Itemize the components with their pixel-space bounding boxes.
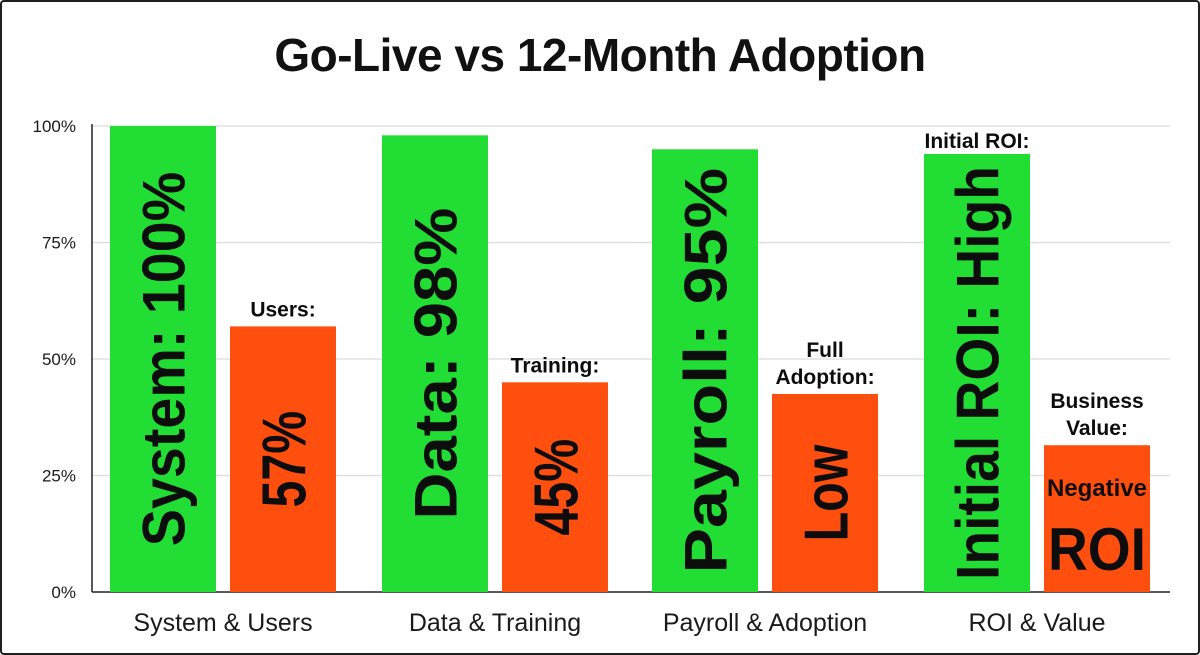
bar-label: Negative <box>1047 475 1147 502</box>
bar <box>502 382 608 592</box>
bar <box>652 149 758 593</box>
bar-annotation: Users: <box>250 298 315 321</box>
x-category-label: Data & Training <box>409 609 581 637</box>
bar <box>1044 445 1150 592</box>
y-tick-label: 100% <box>33 117 76 136</box>
bar-label: 57% <box>250 411 319 508</box>
bar-label: Payroll: 95% <box>673 168 740 574</box>
x-category-label: Payroll & Adoption <box>663 609 867 637</box>
y-tick-label: 50% <box>42 350 76 369</box>
bar-annotation: Business <box>1050 390 1143 413</box>
bar-label: 45% <box>522 439 591 536</box>
y-tick-label: 0% <box>51 583 76 602</box>
bar-annotation: Value: <box>1066 417 1128 440</box>
bar-label: Initial ROI: High <box>945 166 1012 580</box>
bar-annotation: Full <box>806 339 843 362</box>
bar <box>772 393 878 592</box>
bar-label: Low <box>792 444 861 541</box>
bar-annotation: Training: <box>511 354 600 377</box>
chart-title: Go-Live vs 12-Month Adoption <box>274 29 926 81</box>
bar <box>230 326 336 592</box>
bar-annotation: Initial ROI: <box>925 130 1030 153</box>
x-category-label: ROI & Value <box>968 609 1105 637</box>
bar <box>110 126 216 592</box>
bar-label: ROI <box>1048 516 1146 583</box>
x-category-label: System & Users <box>133 609 312 637</box>
bar-label: Data: 98% <box>403 208 470 520</box>
bar <box>382 135 488 592</box>
bar <box>924 153 1030 592</box>
bar-annotation: Adoption: <box>775 366 874 389</box>
y-tick-label: 75% <box>42 234 76 253</box>
y-tick-label: 25% <box>42 467 76 486</box>
bar-label: System: 100% <box>131 172 198 546</box>
